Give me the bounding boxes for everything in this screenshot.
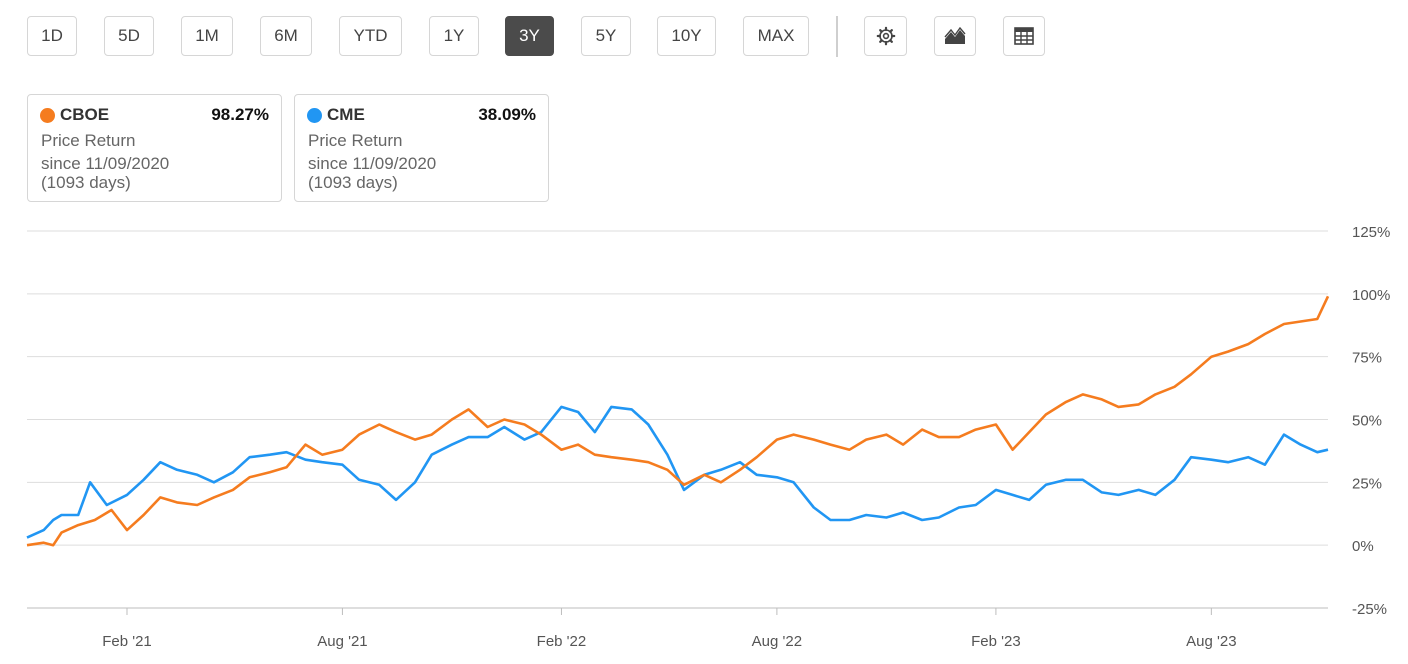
cme-days: (1093 days): [308, 173, 398, 192]
toolbar: 1D 5D 1M 6M YTD 1Y 3Y 5Y 10Y MAX: [0, 0, 1408, 80]
price-return-chart[interactable]: 125% 100% 75% 50% 25% 0% -25% Feb '21 Aug '21 Feb…: [0, 210, 1408, 664]
x-tick-label: Feb '22: [537, 633, 587, 650]
series-line-cboe: [26, 295, 1330, 547]
x-tick-label: Aug '22: [752, 633, 802, 650]
cboe-metric: Price Return: [41, 131, 136, 150]
cme-color-dot: [307, 108, 322, 123]
x-tick-label: Feb '23: [971, 633, 1021, 650]
legend-card-cboe[interactable]: CBOE 98.27% Price Return since 11/09/202…: [27, 94, 282, 202]
cboe-color-dot: [40, 108, 55, 123]
table-view-button[interactable]: [1003, 16, 1045, 56]
toolbar-divider: [836, 16, 838, 57]
range-10y-button[interactable]: 10Y: [657, 16, 716, 56]
x-tick-label: Aug '23: [1186, 633, 1236, 650]
area-chart-icon: [944, 27, 966, 44]
settings-button[interactable]: [864, 16, 907, 56]
range-6m-button[interactable]: 6M: [260, 16, 312, 56]
y-tick-label: 100%: [1352, 287, 1390, 304]
range-1m-button[interactable]: 1M: [181, 16, 233, 56]
cme-percent: 38.09%: [478, 105, 536, 124]
cme-symbol: CME: [327, 105, 365, 124]
range-max-button[interactable]: MAX: [743, 16, 809, 56]
y-tick-label: 50%: [1352, 413, 1382, 430]
y-tick-label: 75%: [1352, 350, 1382, 367]
cme-since: since 11/09/2020: [308, 154, 437, 173]
cboe-percent: 98.27%: [211, 105, 269, 124]
y-tick-label: 125%: [1352, 224, 1390, 241]
y-tick-label: 0%: [1352, 538, 1374, 555]
range-3y-button[interactable]: 3Y: [505, 16, 554, 56]
range-ytd-button[interactable]: YTD: [339, 16, 402, 56]
chart-type-button[interactable]: [934, 16, 976, 56]
x-tick-label: Aug '21: [317, 633, 367, 650]
legend-card-cme[interactable]: CME 38.09% Price Return since 11/09/2020…: [294, 94, 549, 202]
range-5d-button[interactable]: 5D: [104, 16, 154, 56]
range-1d-button[interactable]: 1D: [27, 16, 77, 56]
gear-icon: [876, 26, 895, 46]
x-tick-label: Feb '21: [102, 633, 152, 650]
y-tick-label: -25%: [1352, 601, 1387, 618]
series-line-cme: [26, 405, 1329, 539]
cboe-symbol: CBOE: [60, 105, 110, 124]
cboe-since: since 11/09/2020: [41, 154, 170, 173]
range-5y-button[interactable]: 5Y: [581, 16, 631, 56]
table-icon: [1014, 27, 1034, 45]
cboe-days: (1093 days): [41, 173, 131, 192]
cme-metric: Price Return: [308, 131, 403, 150]
range-1y-button[interactable]: 1Y: [429, 16, 479, 56]
y-tick-label: 25%: [1352, 475, 1382, 492]
